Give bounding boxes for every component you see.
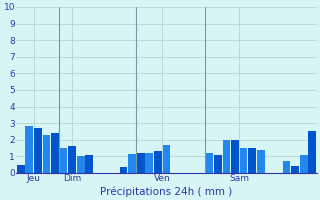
Bar [60,148,68,173]
Bar [137,153,145,173]
X-axis label: Précipitations 24h ( mm ): Précipitations 24h ( mm ) [100,186,233,197]
Bar [51,133,59,173]
Bar [154,151,162,173]
Bar [283,161,290,173]
Bar [68,146,76,173]
Bar [85,155,93,173]
Bar [205,153,213,173]
Bar [291,166,299,173]
Bar [43,135,50,173]
Bar [248,148,256,173]
Bar [145,153,153,173]
Bar [308,131,316,173]
Bar [240,148,247,173]
Bar [17,165,25,173]
Bar [257,150,265,173]
Bar [231,140,239,173]
Bar [223,140,230,173]
Bar [214,155,222,173]
Bar [163,145,170,173]
Bar [25,126,33,173]
Bar [300,155,308,173]
Bar [34,128,42,173]
Bar [77,156,84,173]
Bar [128,154,136,173]
Bar [120,167,127,173]
